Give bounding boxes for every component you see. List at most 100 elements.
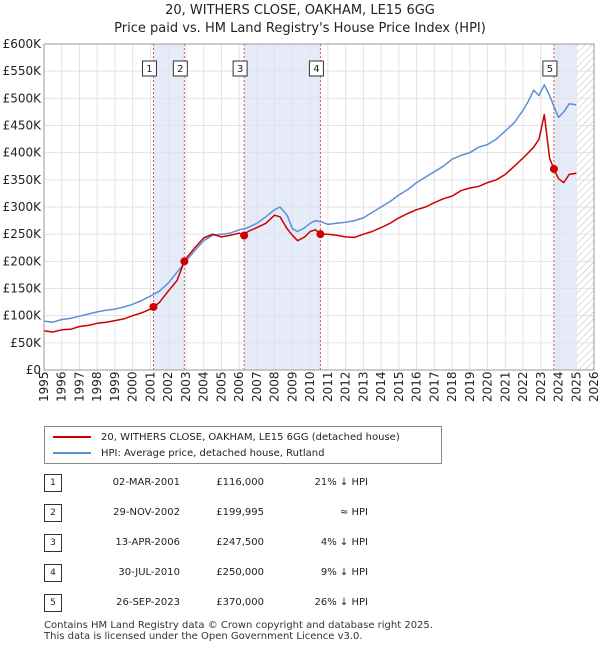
x-tick-label: 2012 [339, 371, 353, 402]
transaction-date: 29-NOV-2002 [113, 507, 180, 518]
hpi-series-line [43, 84, 577, 323]
y-tick-label: £350K [3, 173, 43, 187]
x-tick-label: 2021 [498, 371, 512, 402]
x-tick-label: 2001 [143, 371, 157, 402]
y-tick-label: £50K [10, 336, 42, 350]
legend-label-property: 20, WITHERS CLOSE, OAKHAM, LE15 6GG (det… [101, 431, 400, 443]
transaction-label: 3 [237, 64, 243, 75]
x-tick-label: 1997 [72, 371, 86, 402]
x-tick-label: 2022 [516, 371, 530, 402]
x-tick-label: 2008 [268, 371, 282, 402]
chart-title-block: 20, WITHERS CLOSE, OAKHAM, LE15 6GG Pric… [0, 2, 600, 38]
x-tick-label: 2002 [161, 371, 175, 402]
y-tick-label: £100K [3, 309, 43, 323]
transaction-price: £250,000 [216, 567, 264, 578]
table-row: 1 02-MAR-2001 £116,000 21% ↓ HPI [44, 474, 384, 492]
x-tick-label: 2024 [552, 371, 566, 402]
x-tick-label: 1995 [37, 371, 51, 402]
chart-title: 20, WITHERS CLOSE, OAKHAM, LE15 6GG [165, 3, 435, 18]
y-tick-label: £400K [3, 146, 43, 160]
transaction-label-box [308, 60, 324, 77]
x-tick-label: 1996 [55, 371, 69, 402]
transaction-dot [316, 230, 325, 239]
x-tick-label: 2000 [126, 371, 140, 402]
transaction-hpi-diff: 9% ↓ HPI [320, 567, 368, 578]
transaction-price: £247,500 [216, 537, 264, 548]
footer-copyright: Contains HM Land Registry data © Crown c… [44, 620, 433, 631]
transaction-label: 4 [313, 64, 319, 75]
transaction-number-badge: 5 [44, 594, 62, 612]
transaction-label-box [542, 60, 558, 77]
transaction-label: 1 [146, 64, 152, 75]
x-tick-label: 2005 [214, 371, 228, 402]
transaction-number-badge: 4 [44, 564, 62, 582]
transaction-date: 30-JUL-2010 [118, 567, 180, 578]
transaction-label-box [141, 60, 157, 77]
x-tick-label: 2009 [285, 371, 299, 402]
x-tick-label: 2026 [587, 371, 600, 402]
transaction-label-box [232, 60, 248, 77]
x-tick-label: 2017 [427, 371, 441, 402]
x-tick-label: 2018 [445, 371, 459, 402]
table-row: 4 30-JUL-2010 £250,000 9% ↓ HPI [44, 564, 384, 582]
transaction-number-badge: 3 [44, 534, 62, 552]
table-row: 2 29-NOV-2002 £199,995 ≈ HPI [44, 504, 384, 522]
y-tick-label: £150K [3, 282, 43, 296]
x-tick-label: 2016 [410, 371, 424, 402]
transaction-date: 26-SEP-2023 [116, 597, 180, 608]
transaction-hpi-diff: ≈ HPI [339, 507, 368, 518]
legend-item-property: 20, WITHERS CLOSE, OAKHAM, LE15 6GG (det… [53, 429, 400, 445]
x-tick-label: 2013 [356, 371, 370, 402]
transaction-hpi-diff: 21% ↓ HPI [314, 477, 368, 488]
transaction-price: £116,000 [216, 477, 264, 488]
y-tick-label: £0 [26, 363, 41, 377]
transaction-label-box [172, 60, 188, 77]
x-tick-label: 2015 [392, 371, 406, 402]
y-tick-label: £600K [3, 37, 43, 51]
y-tick-label: £200K [3, 254, 43, 268]
transaction-dot [149, 302, 158, 311]
x-tick-label: 2020 [481, 371, 495, 402]
transaction-number-badge: 1 [44, 474, 62, 492]
transaction-label: 2 [177, 64, 183, 75]
price-chart: 1 2 3 4 5 £0 £50K £100K £150K £200K £250K £300K £350… [3, 37, 600, 402]
legend: 20, WITHERS CLOSE, OAKHAM, LE15 6GG (det… [44, 426, 442, 464]
transaction-label: 5 [547, 64, 553, 75]
legend-swatch-property [53, 436, 91, 438]
footer: Contains HM Land Registry data © Crown c… [44, 620, 433, 642]
y-tick-label: £250K [3, 227, 43, 241]
legend-label-hpi: HPI: Average price, detached house, Rutl… [101, 447, 325, 459]
x-tick-label: 2010 [303, 371, 317, 402]
footer-licence: This data is licensed under the Open Gov… [44, 631, 363, 642]
table-row: 3 13-APR-2006 £247,500 4% ↓ HPI [44, 534, 384, 552]
transaction-hpi-diff: 4% ↓ HPI [320, 537, 368, 548]
transaction-number-badge: 2 [44, 504, 62, 522]
transaction-date: 13-APR-2006 [115, 537, 180, 548]
x-tick-label: 1998 [90, 371, 104, 402]
transaction-price: £370,000 [216, 597, 264, 608]
x-tick-label: 2004 [197, 371, 211, 402]
transaction-hpi-diff: 26% ↓ HPI [314, 597, 368, 608]
chart-subtitle: Price paid vs. HM Land Registry's House … [114, 21, 486, 36]
x-tick-label: 2014 [374, 371, 388, 402]
y-tick-label: £450K [3, 119, 43, 133]
plot-frame [43, 43, 595, 371]
x-tick-label: 2023 [534, 371, 548, 402]
x-tick-label: 2011 [321, 371, 335, 402]
y-tick-label: £500K [3, 91, 43, 105]
transaction-dot [549, 164, 558, 173]
legend-swatch-hpi [53, 452, 91, 454]
x-tick-label: 2006 [232, 371, 246, 402]
x-tick-label: 2025 [569, 371, 583, 402]
property-series-line [43, 113, 577, 333]
transaction-date: 02-MAR-2001 [112, 477, 180, 488]
y-tick-label: £550K [3, 64, 43, 78]
transaction-price: £199,995 [216, 507, 264, 518]
x-tick-label: 1999 [108, 371, 122, 402]
transaction-dot [180, 257, 189, 266]
x-tick-label: 2003 [179, 371, 193, 402]
legend-item-hpi: HPI: Average price, detached house, Rutl… [53, 445, 324, 461]
x-tick-label: 2007 [250, 371, 264, 402]
x-tick-label: 2019 [463, 371, 477, 402]
transaction-dot [240, 231, 249, 240]
